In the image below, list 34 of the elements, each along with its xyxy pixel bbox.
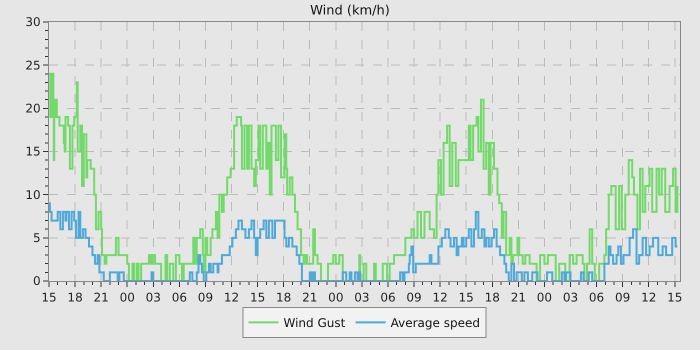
x-tick-label: 06 bbox=[588, 290, 604, 304]
y-tick-label: 25 bbox=[25, 58, 41, 72]
y-tick-label: 5 bbox=[32, 231, 41, 246]
x-tick-label: 15 bbox=[667, 290, 682, 304]
x-tick-label: 15 bbox=[250, 290, 266, 304]
x-tick-label: 00 bbox=[328, 290, 344, 304]
x-tick-label: 18 bbox=[484, 290, 500, 304]
x-tick-label: 18 bbox=[67, 290, 83, 304]
x-tick-label: 03 bbox=[562, 290, 578, 304]
x-tick-label: 09 bbox=[198, 290, 214, 304]
x-tick-label: 21 bbox=[94, 290, 109, 304]
x-tick-label: 03 bbox=[146, 290, 161, 304]
x-tick-label: 06 bbox=[380, 290, 396, 304]
x-tick-label: 18 bbox=[276, 290, 292, 304]
y-tick-label: 30 bbox=[25, 15, 41, 30]
x-tick-label: 15 bbox=[458, 290, 474, 304]
x-tick-label: 12 bbox=[224, 290, 240, 304]
x-tick-label: 21 bbox=[302, 290, 318, 304]
x-tick-label: 09 bbox=[406, 290, 422, 304]
y-tick-label: 10 bbox=[25, 188, 41, 202]
y-tick-label: 15 bbox=[25, 144, 41, 159]
y-tick-label: 20 bbox=[25, 102, 41, 116]
x-tick-label: 06 bbox=[172, 290, 188, 304]
x-tick-label: 12 bbox=[432, 290, 448, 304]
x-tick-label: 00 bbox=[120, 290, 135, 304]
chart-title: Wind (km/h) bbox=[310, 3, 390, 18]
y-tick-label: 0 bbox=[32, 274, 41, 288]
x-tick-label: 09 bbox=[615, 290, 630, 304]
legend-label: Average speed bbox=[390, 316, 480, 330]
x-tick-label: 12 bbox=[641, 290, 656, 304]
legend-label: Wind Gust bbox=[284, 316, 346, 330]
x-tick-label: 00 bbox=[536, 290, 552, 304]
x-tick-label: 21 bbox=[510, 290, 526, 304]
x-tick-label: 03 bbox=[354, 290, 370, 304]
